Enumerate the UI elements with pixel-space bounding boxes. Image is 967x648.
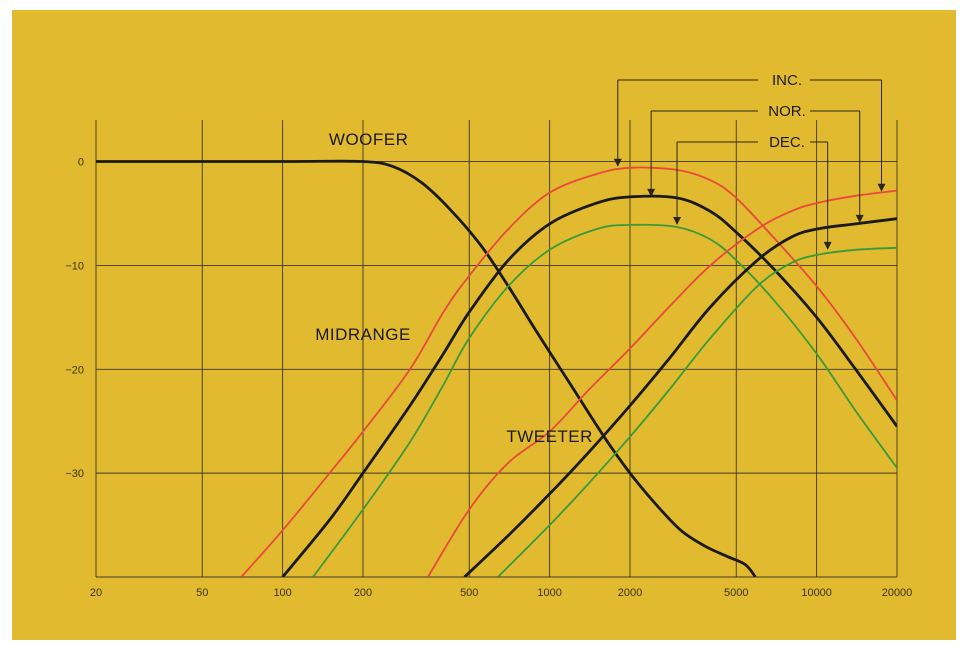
- x-tick-label: 20000: [882, 587, 913, 599]
- series-line-tweeter-dec: [497, 246, 897, 577]
- series-line-midrange-inc: [240, 166, 897, 577]
- legend-label: INC.: [772, 72, 802, 89]
- legend-arrowhead-right: [855, 214, 864, 223]
- series-line-midrange-nor: [281, 194, 897, 577]
- x-tick-label: 10000: [801, 587, 832, 599]
- x-tick-label: 1000: [537, 587, 561, 599]
- legend-arrowhead-left: [673, 216, 682, 225]
- x-tick-label: 50: [196, 587, 208, 599]
- y-tick-label: −20: [65, 364, 84, 376]
- y-tick-label: −10: [65, 260, 84, 272]
- x-tick-label: 5000: [724, 587, 748, 599]
- legend-arrowhead-right: [823, 241, 832, 250]
- legend-arrowhead-left: [647, 188, 656, 197]
- legend-label: NOR.: [768, 103, 806, 120]
- plot-area: [96, 159, 897, 577]
- x-tick-label: 200: [354, 587, 372, 599]
- y-tick-label: 0: [78, 157, 84, 169]
- series-line-tweeter-inc: [427, 189, 897, 577]
- x-tick-label: 20: [90, 587, 102, 599]
- tweeter-label: TWEETER: [506, 427, 593, 446]
- series-line-midrange-dec: [312, 223, 897, 577]
- x-tick-label: 500: [460, 587, 478, 599]
- series-line-tweeter-nor: [463, 217, 897, 577]
- y-tick-label: −30: [65, 468, 84, 480]
- x-tick-label: 2000: [618, 587, 642, 599]
- x-tick-label: 100: [273, 587, 291, 599]
- legend-arrowhead-right: [877, 183, 886, 192]
- frequency-response-chart: 20 50 100 200 500 1000 2000 5000 10000 20000 0 −10 −…: [65, 72, 913, 599]
- series-line-woofer: [96, 159, 757, 577]
- chart-figure: 20 50 100 200 500 1000 2000 5000 10000 20000 0 −10 −…: [12, 10, 956, 640]
- midrange-label: MIDRANGE: [315, 325, 411, 344]
- legend-label: DEC.: [769, 134, 805, 151]
- woofer-label: WOOFER: [329, 130, 409, 149]
- legend-arrowhead-left: [613, 158, 622, 167]
